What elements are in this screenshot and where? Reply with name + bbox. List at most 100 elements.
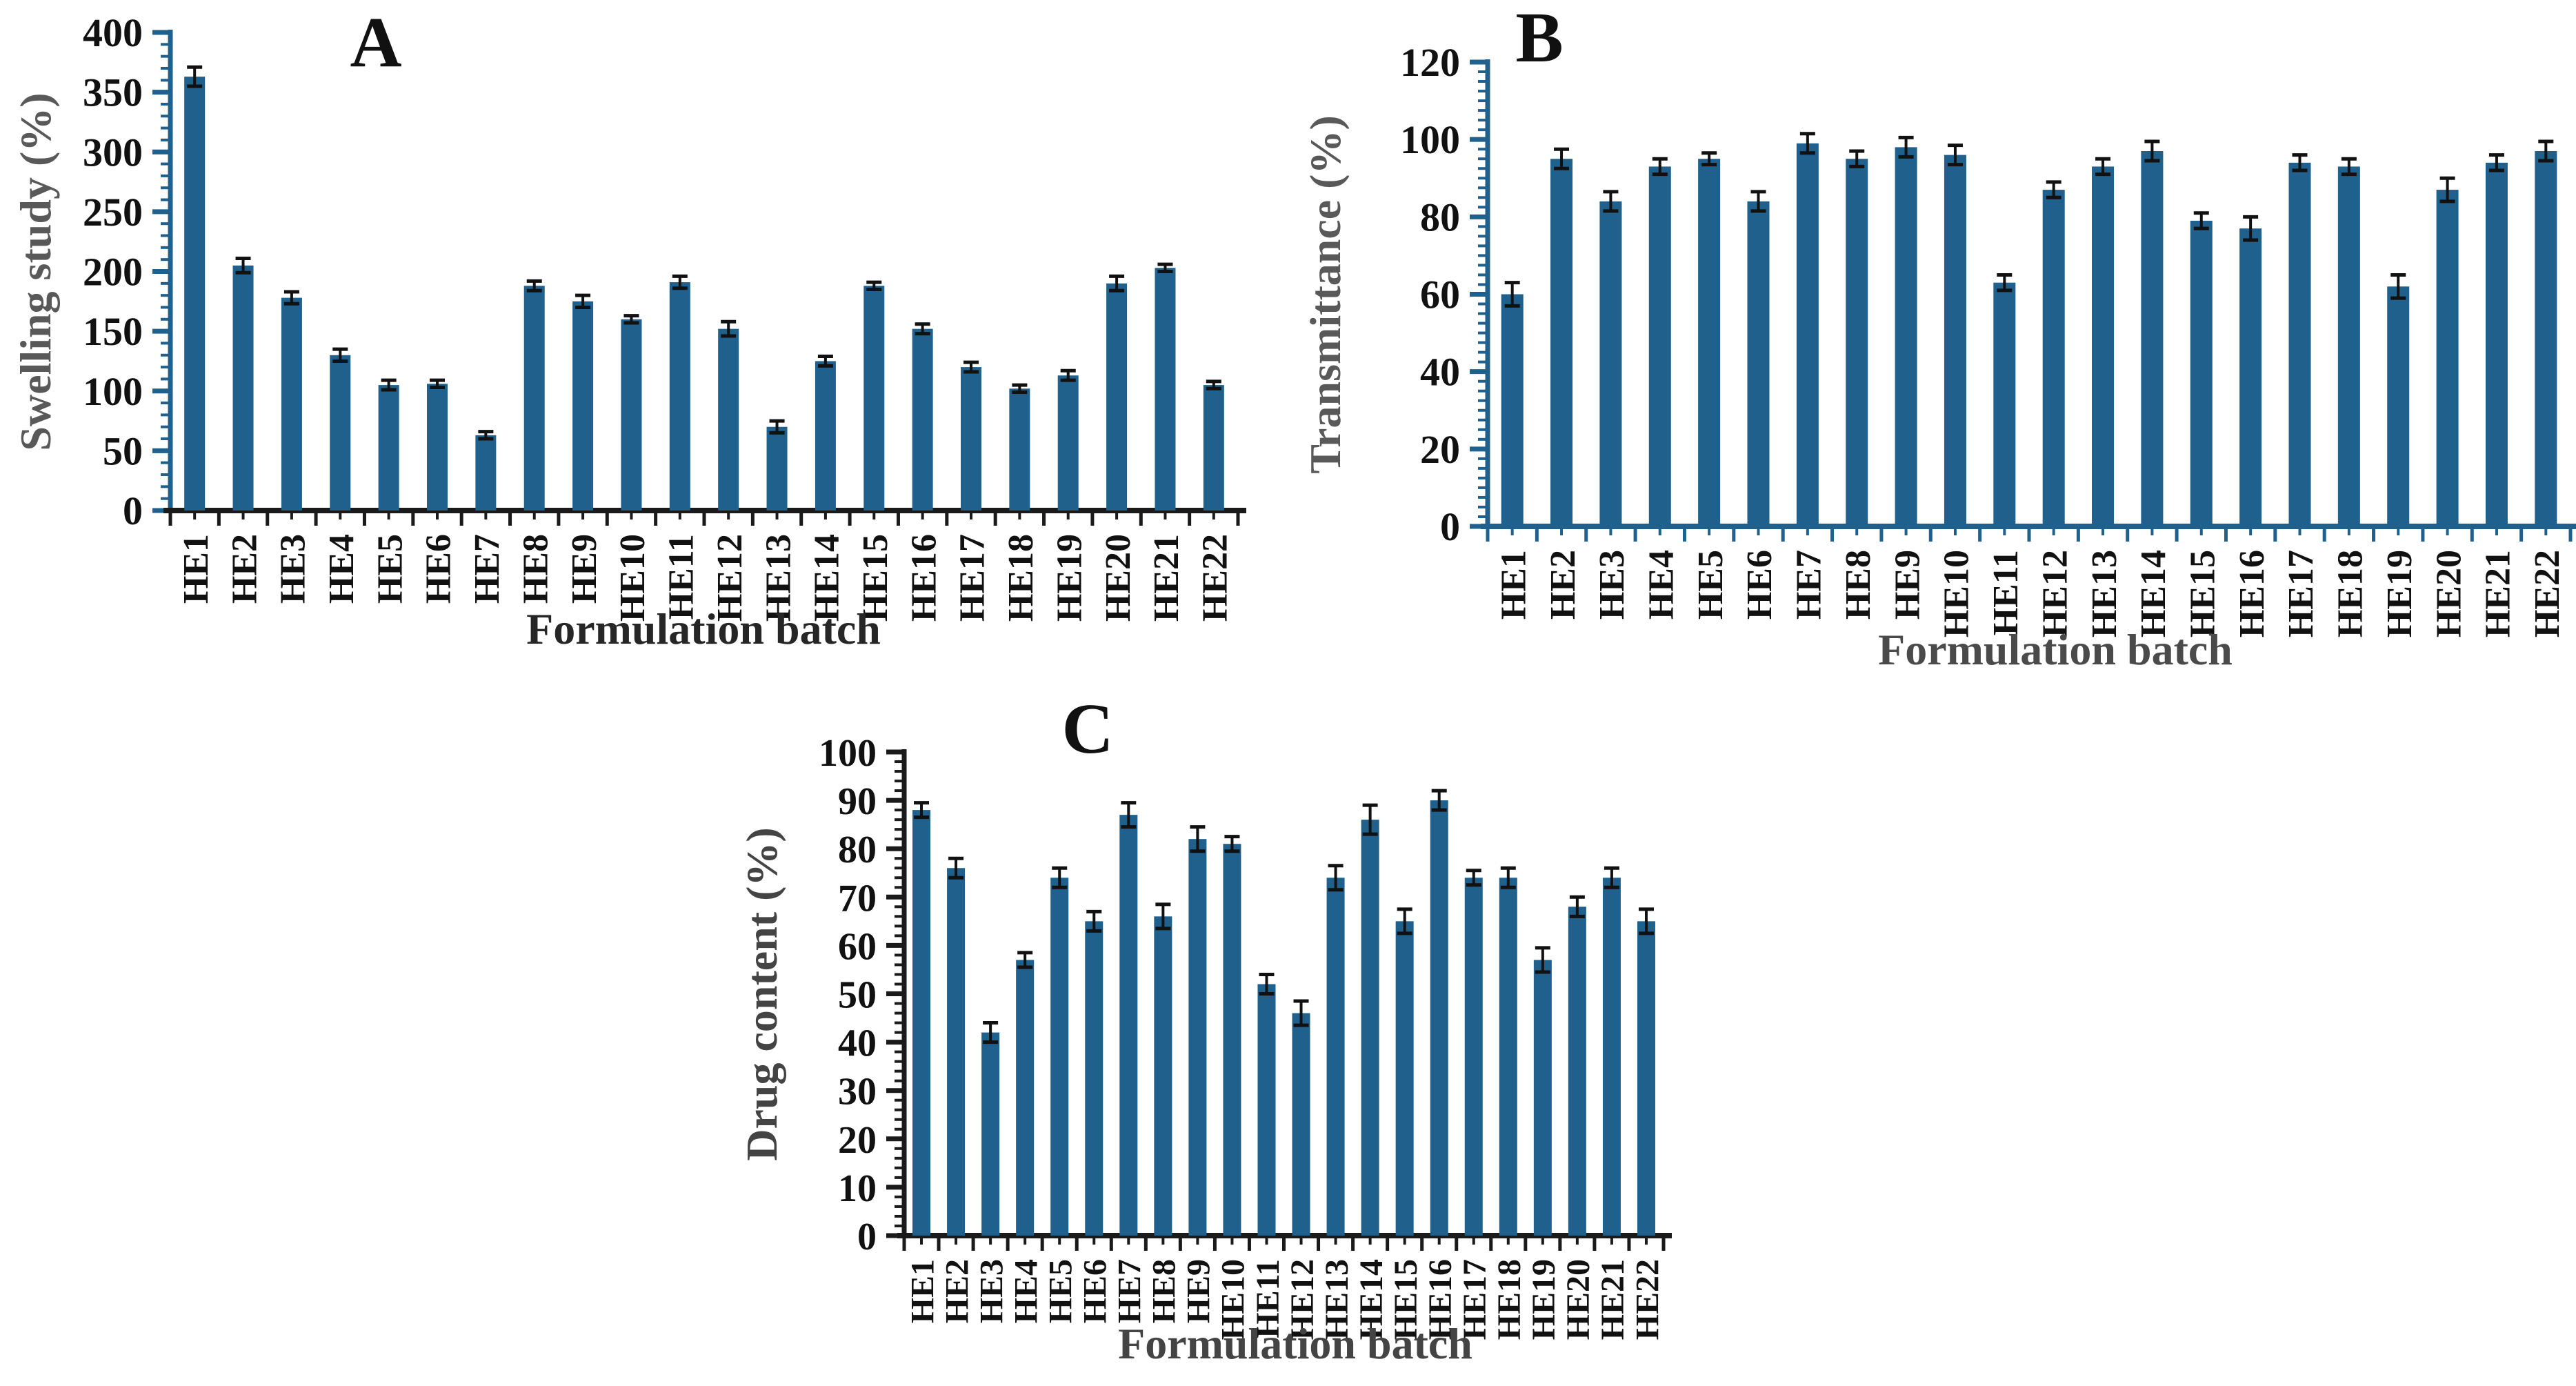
bar-HE7	[1796, 143, 1819, 526]
x-tick-label-HE9: HE9	[1181, 1259, 1217, 1323]
x-tick-label-HE20: HE20	[1560, 1259, 1597, 1340]
chart-b-canvas: 0 20 40 60 80 100 120 HE1 HE2 HE3 HE4 HE5 HE6 HE7 HE8 H…	[1400, 40, 2576, 637]
bar-HE18	[2337, 166, 2360, 527]
x-tick-label-HE12: HE12	[2035, 550, 2075, 637]
bar-HE14	[815, 361, 836, 511]
chart-c-drug-content: 0 10 20 30 40 50 60 70 80 90 100 HE1 HE2 HE3 HE4 HE5 HE6…	[690, 693, 1724, 1386]
x-axis	[897, 1233, 1672, 1251]
x-tick-label-HE3: HE3	[1592, 550, 1632, 620]
x-tick-label-HE13: HE13	[1319, 1259, 1355, 1340]
bar-HE1	[1501, 294, 1524, 526]
x-axis	[1481, 524, 2576, 542]
bar-HE5	[378, 385, 399, 511]
x-category-labels: HE1HE2HE3HE4HE5HE6HE7HE8HE9HE10HE11HE12H…	[904, 1259, 1666, 1340]
x-tick-label-HE21: HE21	[2479, 550, 2518, 637]
x-tick-label-HE12: HE12	[1284, 1259, 1321, 1340]
bar-HE2	[1550, 159, 1573, 527]
bar-HE10	[1223, 844, 1241, 1236]
y-tick-label: 0	[123, 488, 143, 533]
bars	[912, 800, 1655, 1236]
x-tick-label-HE20: HE20	[2429, 550, 2468, 637]
x-tick-label-HE10: HE10	[613, 534, 652, 622]
x-tick-label-HE18: HE18	[1001, 534, 1041, 622]
bar-HE13	[1326, 878, 1345, 1236]
bar-HE13	[766, 426, 788, 511]
y-tick-label: 100	[83, 369, 143, 414]
bar-HE6	[1085, 921, 1104, 1236]
y-tick-label: 30	[838, 1071, 877, 1113]
chart-b-y-axis-title: Transmittance (%)	[1301, 115, 1350, 474]
bar-HE7	[1119, 815, 1138, 1236]
chart-c-canvas: 0 10 20 30 40 50 60 70 80 90 100 HE1HE2HE3HE4HE5HE6…	[819, 732, 1672, 1340]
x-tick-label-HE8: HE8	[1146, 1259, 1183, 1323]
x-tick-label-HE2: HE2	[225, 534, 264, 604]
chart-b-transmittance: 0 20 40 60 80 100 120 HE1 HE2 HE3 HE4 HE5 HE6 HE7 HE8 H…	[1284, 0, 2576, 714]
x-tick-label-HE18: HE18	[1491, 1259, 1528, 1340]
chart-c-x-axis-title: Formulation batch	[1118, 1319, 1472, 1368]
x-tick-label-HE12: HE12	[710, 534, 750, 622]
x-tick-label-HE4: HE4	[1641, 550, 1681, 620]
bar-HE22	[2535, 150, 2557, 526]
bar-HE2	[232, 265, 254, 511]
x-tick-label-HE16: HE16	[904, 534, 943, 622]
y-tick-label: 200	[83, 250, 143, 295]
x-tick-label-HE4: HE4	[1008, 1259, 1044, 1323]
x-tick-label-HE9: HE9	[1888, 550, 1927, 620]
x-tick-label-HE4: HE4	[322, 534, 361, 604]
bar-HE8	[1846, 159, 1868, 527]
y-tick-label: 0	[1440, 504, 1460, 549]
x-tick-label-HE14: HE14	[2134, 550, 2173, 637]
bar-HE16	[912, 328, 933, 511]
x-tick-label-HE3: HE3	[274, 534, 313, 604]
x-tick-label-HE2: HE2	[939, 1259, 975, 1323]
bar-HE22	[1637, 921, 1655, 1236]
x-tick-label-HE1: HE1	[904, 1259, 941, 1323]
x-tick-label-HE7: HE7	[1112, 1259, 1148, 1323]
bar-HE4	[1648, 166, 1671, 527]
bar-HE18	[1009, 388, 1030, 511]
chart-b-x-axis-title: Formulation batch	[1878, 625, 2233, 674]
y-tick-label: 60	[838, 925, 877, 968]
y-tick-label: 40	[1420, 350, 1460, 395]
chart-c-y-axis-title: Drug content (%)	[737, 827, 786, 1161]
bar-HE4	[330, 355, 351, 511]
x-tick-label-HE17: HE17	[1457, 1259, 1493, 1340]
y-tick-label: 50	[103, 428, 143, 473]
y-axis: 0 50 100 150 200 250 300 350 400	[83, 10, 173, 533]
y-tick-label: 350	[83, 70, 143, 115]
bar-HE5	[1698, 159, 1721, 527]
y-axis: 0 20 40 60 80 100 120	[1400, 40, 1490, 549]
bar-HE20	[2436, 190, 2459, 526]
bar-HE19	[1057, 375, 1079, 511]
panel-a-label: A	[350, 3, 402, 82]
panel-c-label: C	[1061, 689, 1114, 769]
bar-HE9	[1895, 147, 1917, 527]
bar-HE21	[1155, 268, 1176, 511]
bar-HE12	[718, 328, 739, 511]
bar-HE1	[184, 77, 206, 511]
y-tick-label: 120	[1400, 40, 1460, 85]
x-tick-label-HE6: HE6	[1740, 550, 1779, 620]
bar-HE22	[1203, 385, 1224, 511]
bar-HE10	[621, 319, 642, 511]
y-tick-label: 100	[819, 732, 877, 775]
x-tick-label-HE7: HE7	[1790, 550, 1829, 620]
x-tick-label-HE10: HE10	[1215, 1259, 1252, 1340]
bar-HE13	[2092, 166, 2115, 527]
bar-HE21	[1602, 878, 1621, 1236]
x-tick-label-HE17: HE17	[2282, 550, 2321, 637]
x-tick-label-HE5: HE5	[1042, 1259, 1079, 1323]
y-tick-label: 150	[83, 309, 143, 354]
bar-HE15	[1395, 921, 1414, 1236]
x-tick-label-HE21: HE21	[1595, 1259, 1631, 1340]
x-tick-label-HE13: HE13	[2085, 550, 2124, 637]
x-tick-label-HE9: HE9	[565, 534, 604, 604]
y-tick-label: 50	[838, 974, 877, 1017]
bar-HE6	[427, 384, 448, 511]
x-tick-label-HE16: HE16	[1422, 1259, 1459, 1340]
bars	[184, 77, 1224, 511]
x-tick-label-HE14: HE14	[1353, 1259, 1390, 1340]
x-tick-label-HE11: HE11	[1250, 1259, 1286, 1338]
